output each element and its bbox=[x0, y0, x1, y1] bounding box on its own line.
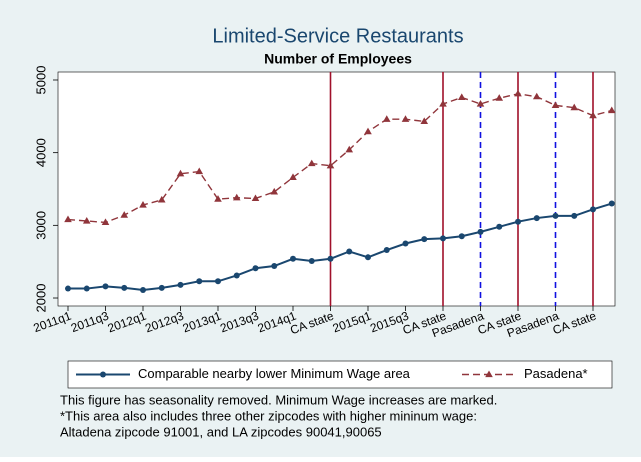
point bbox=[100, 371, 106, 378]
point bbox=[532, 92, 541, 100]
note: *This area also includes three other zip… bbox=[60, 408, 477, 423]
point bbox=[420, 117, 429, 125]
legend-label: Pasadena* bbox=[524, 366, 588, 381]
point bbox=[515, 218, 521, 225]
series-line bbox=[68, 202, 613, 292]
y-tick-label: 4000 bbox=[33, 138, 48, 167]
point bbox=[307, 159, 316, 167]
point bbox=[120, 211, 129, 218]
point bbox=[439, 99, 447, 107]
point bbox=[477, 228, 484, 235]
point bbox=[139, 200, 147, 208]
legend bbox=[67, 360, 613, 389]
point bbox=[140, 287, 146, 294]
point bbox=[552, 212, 559, 219]
point bbox=[533, 215, 540, 222]
point bbox=[326, 161, 335, 169]
point bbox=[607, 106, 616, 114]
point bbox=[590, 206, 596, 213]
point bbox=[157, 195, 166, 203]
point bbox=[608, 200, 615, 207]
point bbox=[570, 103, 579, 111]
point bbox=[252, 265, 259, 272]
y-tick-label: 5000 bbox=[33, 66, 48, 95]
point bbox=[382, 115, 391, 122]
point bbox=[345, 145, 354, 153]
point bbox=[64, 215, 72, 223]
point bbox=[233, 272, 240, 279]
plot-area bbox=[57, 71, 616, 307]
point bbox=[440, 235, 446, 242]
point bbox=[421, 236, 428, 243]
point bbox=[514, 89, 522, 97]
legend-label: Comparable nearby lower Minimum Wage are… bbox=[138, 366, 411, 381]
point bbox=[270, 187, 279, 195]
point bbox=[383, 247, 390, 254]
y-tick-label: 3000 bbox=[33, 211, 48, 240]
point bbox=[289, 173, 297, 180]
point bbox=[495, 94, 504, 101]
point bbox=[290, 255, 296, 262]
point bbox=[83, 285, 90, 292]
point bbox=[476, 99, 485, 107]
chart-subtitle: Number of Employees bbox=[264, 51, 412, 67]
point bbox=[271, 263, 278, 270]
point bbox=[346, 248, 353, 255]
point bbox=[327, 255, 334, 262]
point bbox=[402, 240, 409, 247]
point bbox=[177, 281, 184, 288]
point bbox=[401, 115, 410, 122]
point bbox=[101, 218, 110, 226]
point bbox=[365, 254, 371, 261]
y-tick-label: 2000 bbox=[33, 284, 48, 313]
note: This figure has seasonality removed. Min… bbox=[60, 392, 497, 407]
point bbox=[232, 193, 241, 201]
point bbox=[82, 216, 91, 224]
point bbox=[214, 195, 222, 202]
point bbox=[485, 370, 493, 378]
point bbox=[195, 167, 204, 175]
point bbox=[457, 93, 466, 101]
point bbox=[308, 257, 315, 264]
point bbox=[196, 278, 203, 285]
point bbox=[571, 212, 578, 219]
point bbox=[364, 127, 372, 135]
point bbox=[496, 223, 503, 230]
point bbox=[176, 169, 185, 177]
point bbox=[65, 285, 71, 292]
point bbox=[215, 278, 221, 285]
point bbox=[121, 284, 128, 291]
point bbox=[102, 283, 109, 290]
point bbox=[458, 233, 465, 240]
point bbox=[551, 101, 560, 109]
note: Altadena zipcode 91001, and LA zipcodes … bbox=[60, 424, 382, 439]
chart-title: Limited-Service Restaurants bbox=[212, 25, 463, 47]
point bbox=[251, 194, 260, 202]
point bbox=[158, 284, 165, 291]
point bbox=[589, 111, 597, 119]
